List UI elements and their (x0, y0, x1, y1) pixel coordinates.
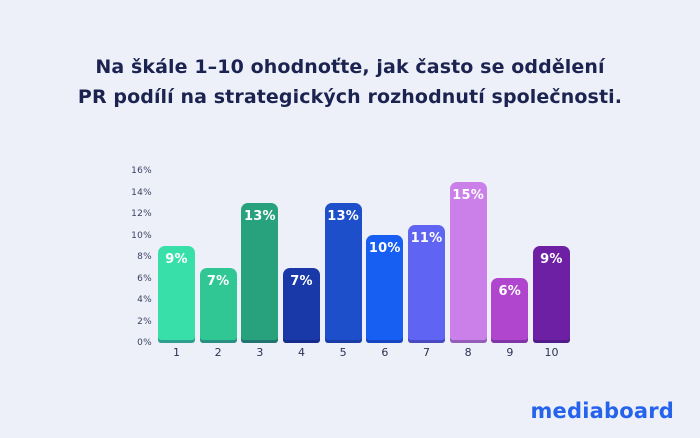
bar-value-label: 13% (243, 209, 276, 224)
x-axis-tick-label: 9 (506, 346, 514, 359)
x-axis-tick-label: 4 (298, 346, 305, 359)
mediaboard-logo: mediaboard (530, 399, 674, 423)
x-axis-tick-label: 5 (339, 346, 347, 359)
y-axis-tick-label: 0% (137, 338, 152, 348)
bar-value-label: 7% (290, 274, 313, 289)
x-axis-tick-label: 6 (381, 346, 389, 359)
y-axis-tick-label: 16% (131, 166, 152, 176)
bar-3: 13% (241, 203, 279, 343)
chart-title-line1: Na škále 1–10 ohodnoťte, jak často se od… (95, 56, 605, 78)
y-axis-tick-label: 6% (137, 273, 152, 284)
x-axis-tick-label: 1 (173, 346, 180, 359)
bar-4: 7% (282, 268, 320, 343)
y-axis-tick-label: 4% (137, 295, 152, 305)
bar-5: 13% (324, 203, 362, 343)
x-axis-tick-label: 10 (544, 346, 559, 359)
bar-1: 9% (158, 246, 195, 343)
bar-value-label: 13% (327, 209, 359, 224)
y-axis-tick-label: 2% (137, 316, 152, 327)
bar-6: 10% (366, 235, 404, 343)
x-axis-tick-label: 8 (464, 346, 472, 359)
y-axis-tick-label: 10% (131, 230, 152, 241)
y-axis: 0% 2% 4% 6% 8% 10% 12% 14% 16% (100, 166, 152, 348)
bar-value-label: 9% (540, 252, 563, 267)
bar-value-label: 7% (206, 274, 230, 289)
y-axis-tick-label: 8% (137, 252, 152, 262)
x-axis-tick-label: 3 (256, 346, 264, 359)
chart-title: Na škále 1–10 ohodnoťte, jak často se od… (0, 52, 700, 112)
bar-value-label: 15% (452, 188, 484, 203)
bar-7: 11% (407, 225, 445, 343)
bar-value-label: 6% (498, 284, 521, 299)
bar-value-label: 11% (410, 231, 443, 246)
y-axis-tick-label: 12% (131, 209, 152, 219)
bar-10: 9% (532, 246, 570, 343)
bar-chart-plot-area: 9% 7% 13% 7% 13% 10% 11% 15% 6% 9% (158, 171, 570, 343)
bar-value-label: 9% (165, 252, 188, 267)
bar-9: 6% (491, 278, 529, 343)
bar-2: 7% (199, 268, 237, 343)
chart-title-line2: PR podílí na strategických rozhodnutí sp… (77, 86, 623, 108)
x-axis: 1 2 3 4 5 6 7 8 9 10 (158, 346, 570, 362)
bar-value-label: 10% (368, 241, 401, 256)
y-axis-tick-label: 14% (131, 187, 152, 198)
x-axis-tick-label: 7 (423, 346, 430, 359)
x-axis-tick-label: 2 (214, 346, 222, 359)
bar-8: 15% (449, 182, 487, 343)
